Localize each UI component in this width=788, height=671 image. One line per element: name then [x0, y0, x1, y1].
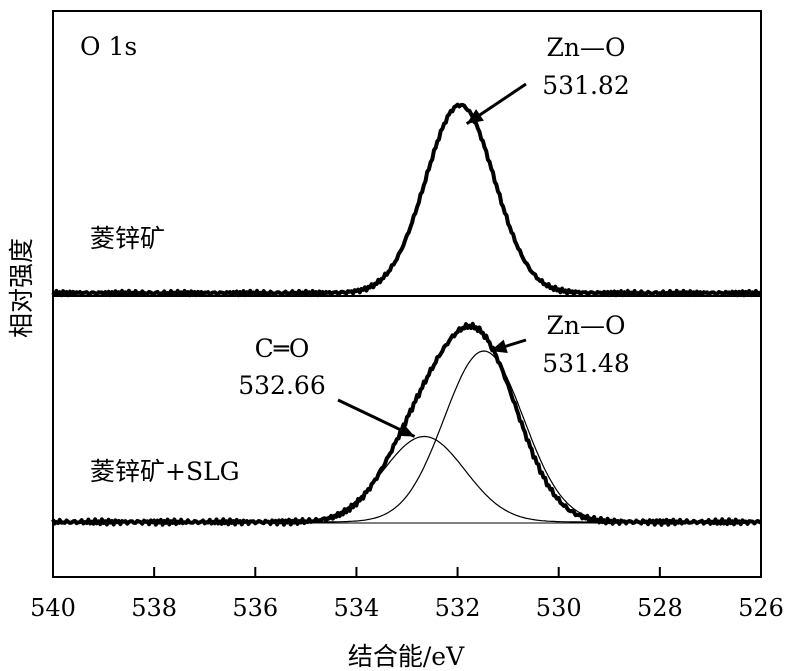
component-curve-panel-2-2	[53, 350, 761, 523]
x-tick-label-530: 530	[536, 594, 582, 622]
x-tick-label-528: 528	[637, 594, 683, 622]
envelope-curve-panel-2-0	[51, 321, 762, 527]
annotation-species-zn-o-bottom: Zn—O	[547, 311, 626, 340]
x-tick-label-540: 540	[30, 594, 76, 622]
annotation-species-top: Zn—O	[547, 33, 626, 62]
annotation-value-zn-o-bottom: 531.48	[542, 349, 629, 378]
annotation-species-c-o: C═O	[255, 334, 310, 363]
sample-label-top: 菱锌矿	[90, 224, 165, 253]
envelope-curve-panel-1-0	[51, 102, 762, 298]
x-tick-label-536: 536	[232, 594, 278, 622]
y-axis-title: 相对强度	[7, 238, 36, 338]
annotation-value-top: 531.82	[542, 71, 629, 100]
curves	[51, 102, 762, 527]
annotation-value-c-o: 532.66	[238, 371, 325, 400]
x-tick-label-526: 526	[738, 594, 784, 622]
panel-label: O 1s	[80, 32, 137, 61]
x-axis-ticks: 540 538 536 534 532 530 528 526	[30, 567, 784, 622]
arrow-head-1-0	[466, 109, 484, 124]
arrow-head-2-1	[490, 339, 508, 353]
x-tick-label-538: 538	[131, 594, 177, 622]
x-tick-label-534: 534	[334, 594, 380, 622]
x-axis-title: 结合能/eV	[348, 642, 465, 671]
arrow-head-2-0	[397, 423, 415, 437]
x-tick-label-532: 532	[435, 594, 481, 622]
sample-label-bottom: 菱锌矿+SLG	[90, 457, 240, 486]
annotation-arrows	[337, 82, 527, 438]
